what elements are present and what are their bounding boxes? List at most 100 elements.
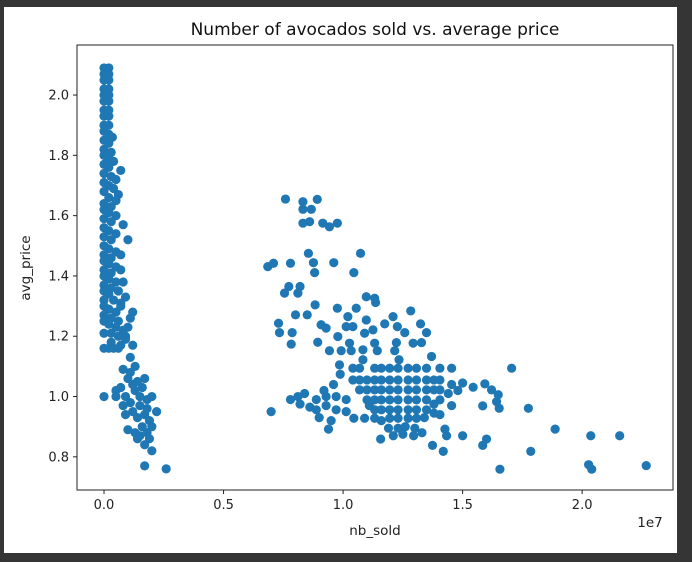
data-point — [147, 446, 157, 456]
data-point — [403, 375, 413, 385]
data-point — [118, 220, 128, 230]
data-point — [132, 434, 143, 444]
data-point — [370, 375, 380, 385]
data-point — [507, 363, 517, 373]
data-point — [435, 385, 445, 395]
data-point — [385, 405, 395, 415]
data-point — [403, 413, 413, 423]
data-point — [341, 321, 351, 332]
data-point — [415, 319, 426, 329]
data-point — [376, 395, 386, 405]
data-point — [370, 385, 380, 395]
data-point — [287, 328, 297, 338]
data-point — [526, 446, 536, 457]
data-point — [298, 197, 308, 207]
data-point — [349, 268, 359, 278]
data-point — [400, 328, 410, 338]
data-point — [99, 391, 109, 402]
data-point — [118, 364, 128, 375]
y-axis-label: avg_price — [18, 235, 34, 300]
data-point — [333, 331, 343, 342]
data-point — [152, 407, 162, 417]
data-point — [303, 248, 314, 258]
data-point — [435, 395, 445, 405]
data-point — [388, 312, 398, 322]
data-point — [447, 363, 457, 373]
data-point — [324, 222, 335, 232]
data-point — [132, 413, 143, 423]
data-point — [106, 235, 116, 245]
data-point — [299, 388, 310, 399]
data-point — [125, 397, 135, 408]
data-point — [106, 217, 116, 227]
data-point — [332, 303, 342, 313]
data-point — [421, 395, 432, 405]
data-point — [385, 385, 395, 395]
data-point — [358, 345, 368, 355]
data-point — [106, 328, 116, 338]
y-tick-label: 1.0 — [48, 390, 69, 405]
data-point — [435, 363, 445, 373]
data-point — [421, 385, 432, 395]
data-point — [393, 405, 403, 415]
data-point — [495, 464, 505, 474]
data-point — [385, 413, 395, 423]
data-point — [348, 375, 358, 385]
data-point — [108, 295, 119, 305]
data-point — [383, 423, 394, 433]
data-point — [312, 194, 322, 204]
data-point — [427, 440, 438, 450]
data-point — [368, 325, 378, 335]
data-point — [370, 363, 380, 373]
data-point — [334, 360, 345, 370]
data-point — [116, 165, 126, 176]
data-point — [104, 75, 114, 85]
data-point — [123, 425, 133, 435]
data-point — [113, 343, 123, 353]
data-point — [308, 258, 319, 268]
data-point — [380, 319, 390, 329]
data-point — [364, 400, 374, 411]
data-point — [354, 385, 365, 395]
data-point — [354, 375, 365, 385]
axes-frame — [76, 44, 674, 491]
data-point — [290, 310, 301, 320]
data-point — [480, 379, 490, 389]
data-point — [376, 363, 386, 373]
data-point — [321, 323, 331, 333]
data-point — [306, 204, 316, 214]
data-point — [120, 410, 131, 420]
data-point — [116, 301, 126, 311]
data-point — [111, 174, 121, 185]
data-point — [99, 214, 109, 224]
data-point — [324, 346, 335, 356]
data-point — [346, 346, 356, 356]
figure-panel: Number of avocados sold vs. average pric… — [4, 7, 677, 553]
data-point — [140, 461, 150, 471]
data-point — [113, 331, 123, 341]
data-point — [99, 232, 109, 242]
data-point — [279, 288, 290, 298]
data-point — [274, 328, 285, 338]
data-point — [332, 218, 342, 228]
data-point — [161, 464, 171, 474]
data-point — [393, 363, 403, 373]
data-point — [147, 391, 157, 402]
data-point — [328, 379, 339, 390]
data-point — [394, 355, 404, 365]
data-point — [349, 413, 359, 423]
data-point — [421, 405, 432, 415]
data-point — [135, 400, 145, 411]
x-tick-label: 0.0 — [94, 498, 115, 513]
data-point — [140, 440, 150, 450]
data-point — [284, 281, 294, 292]
data-point — [362, 375, 372, 385]
data-point — [409, 431, 419, 441]
data-point — [393, 375, 403, 385]
data-point — [403, 405, 413, 415]
x-axis-ticks: 0.0 0.5 1.0 1.5 2.0 — [94, 490, 592, 513]
data-point — [435, 410, 445, 420]
data-point — [442, 431, 452, 441]
data-point — [398, 429, 408, 439]
data-point — [411, 395, 422, 405]
